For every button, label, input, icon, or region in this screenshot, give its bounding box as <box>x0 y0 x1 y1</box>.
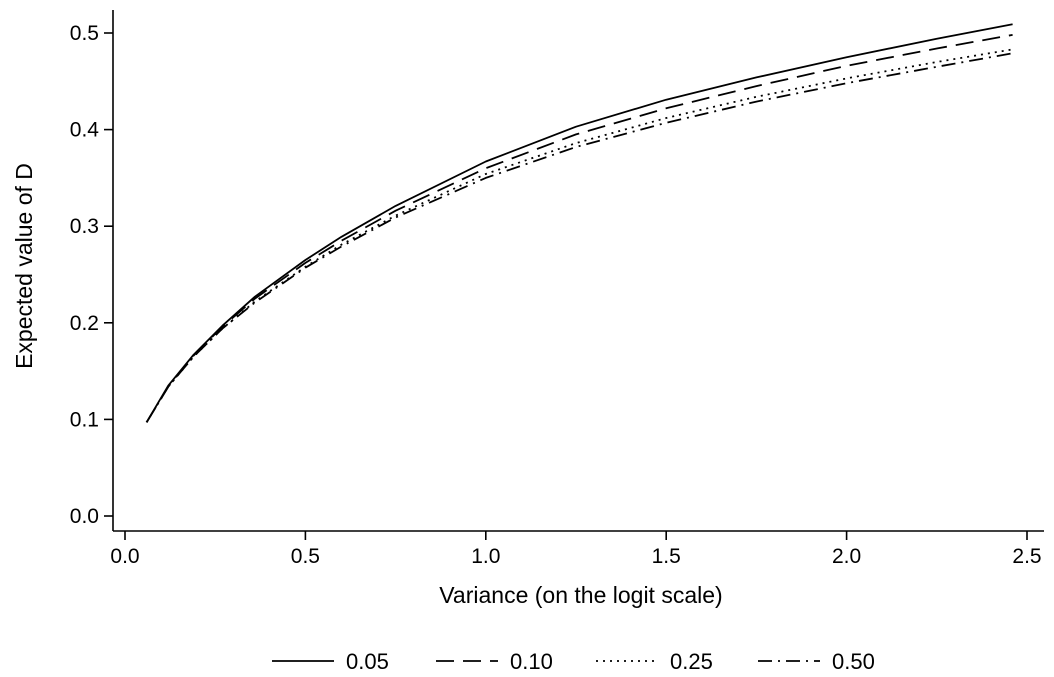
y-tick-label: 0.0 <box>70 505 99 528</box>
legend-label-0-05: 0.05 <box>346 649 389 674</box>
y-tick-label: 0.2 <box>70 312 99 335</box>
y-tick-label: 0.3 <box>70 215 99 238</box>
series-line-0-05 <box>145 23 1013 423</box>
axis-ticks: 0.0 0.5 1.0 1.5 2.0 2.5 0.0 0.1 0.2 0.3 0.4 0.5 <box>70 22 1042 568</box>
x-tick-label: 1.0 <box>471 545 500 568</box>
legend-label-0-25: 0.25 <box>670 649 713 674</box>
x-tick-label: 0.0 <box>110 545 139 568</box>
x-axis-title: Variance (on the logit scale) <box>439 582 722 608</box>
x-tick-label: 1.5 <box>652 545 681 568</box>
legend-label-0-50: 0.50 <box>832 649 875 674</box>
x-tick-label: 2.0 <box>832 545 861 568</box>
legend: 0.05 0.10 0.25 0.50 <box>272 649 875 674</box>
y-tick-label: 0.1 <box>70 408 99 431</box>
y-tick-label: 0.4 <box>70 119 100 142</box>
series-line-0-50 <box>145 52 1013 423</box>
x-tick-label: 0.5 <box>291 545 320 568</box>
x-tick-label: 2.5 <box>1012 545 1041 568</box>
y-axis-title: Expected value of D <box>11 163 37 369</box>
axes <box>112 10 1044 532</box>
y-tick-label: 0.5 <box>70 22 99 45</box>
series-lines <box>145 23 1013 423</box>
series-line-0-10 <box>145 34 1013 423</box>
legend-label-0-10: 0.10 <box>510 649 553 674</box>
series-line-0-25 <box>145 48 1013 423</box>
